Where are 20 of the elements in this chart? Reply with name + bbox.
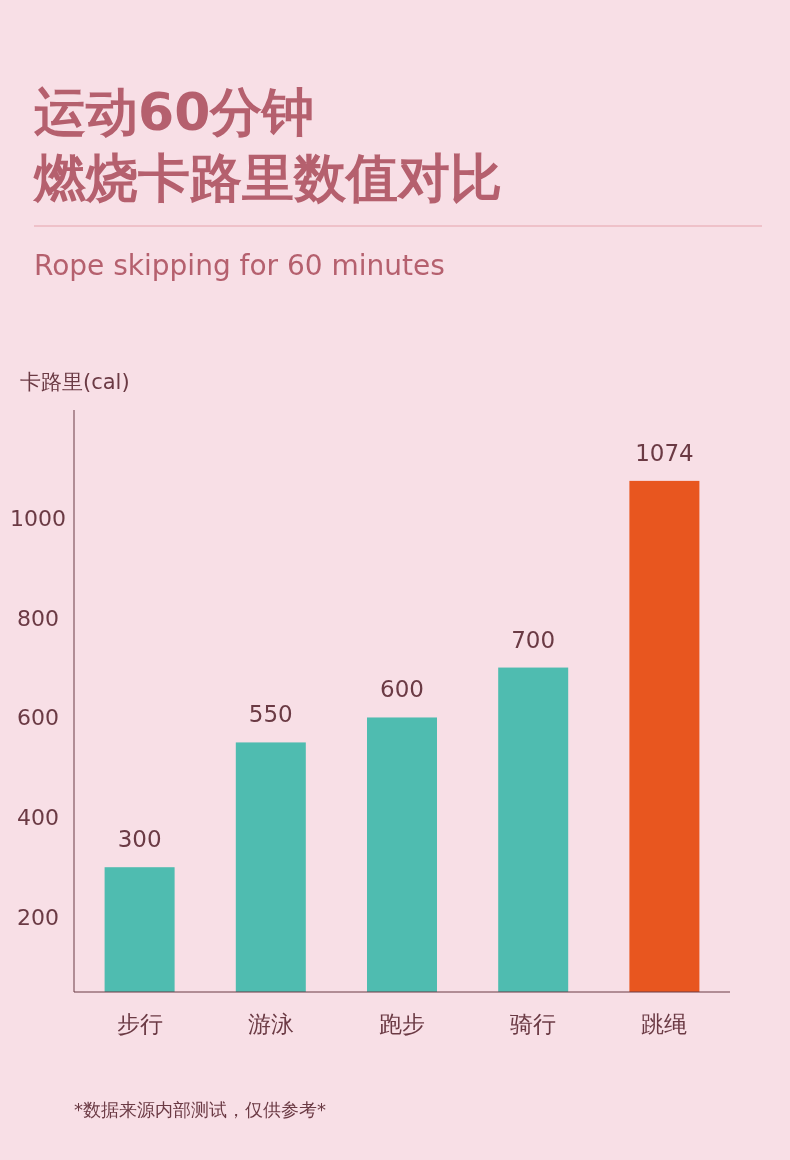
annotation: Rope skipping for 60 minutes — [34, 249, 445, 282]
data-label: 600 — [380, 676, 424, 703]
x-tick-label: 游泳 — [247, 1011, 294, 1037]
annotation: *数据来源内部测试，仅供参考* — [74, 1099, 326, 1120]
x-tick-label: 骑行 — [510, 1011, 557, 1037]
y-tick-label: 400 — [17, 805, 59, 831]
ylabel: 卡路里(cal) — [20, 370, 130, 394]
x-tick-label: 步行 — [116, 1011, 163, 1037]
y-tick-label: 1000 — [10, 505, 66, 531]
y-tick-label: 600 — [17, 705, 59, 731]
subtitle: 燃烧卡路里数值对比 — [34, 148, 502, 208]
x-tick-label: 跳绳 — [641, 1011, 688, 1037]
x-tick-label: 跑步 — [379, 1011, 425, 1037]
y-tick-label: 800 — [17, 605, 59, 631]
data-label: 550 — [248, 701, 293, 728]
title: 运动60分钟 — [34, 82, 315, 142]
data-label: 1074 — [635, 439, 694, 466]
data-label: 300 — [117, 826, 162, 853]
data-label: 700 — [511, 626, 556, 653]
y-tick-label: 200 — [17, 905, 59, 931]
